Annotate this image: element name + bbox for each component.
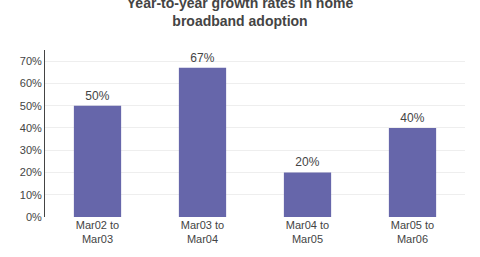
- svg-text:50%: 50%: [85, 89, 109, 103]
- svg-text:Mar02 toMar03: Mar02 toMar03: [76, 219, 119, 245]
- svg-text:0%: 0%: [26, 211, 42, 223]
- svg-text:70%: 70%: [20, 55, 42, 67]
- svg-text:Mar03 toMar04: Mar03 toMar04: [181, 219, 224, 245]
- svg-text:50%: 50%: [20, 100, 42, 112]
- svg-text:67%: 67%: [190, 51, 214, 65]
- svg-text:30%: 30%: [20, 144, 42, 156]
- svg-text:20%: 20%: [20, 166, 42, 178]
- svg-text:Mar05 toMar06: Mar05 toMar06: [391, 219, 434, 245]
- svg-text:Year-to-year growth rates in h: Year-to-year growth rates in homebroadba…: [127, 0, 354, 29]
- svg-text:10%: 10%: [20, 189, 42, 201]
- svg-text:40%: 40%: [20, 122, 42, 134]
- svg-text:40%: 40%: [400, 111, 424, 125]
- svg-text:60%: 60%: [20, 77, 42, 89]
- svg-text:Mar04 toMar05: Mar04 toMar05: [286, 219, 329, 245]
- svg-text:20%: 20%: [295, 155, 319, 169]
